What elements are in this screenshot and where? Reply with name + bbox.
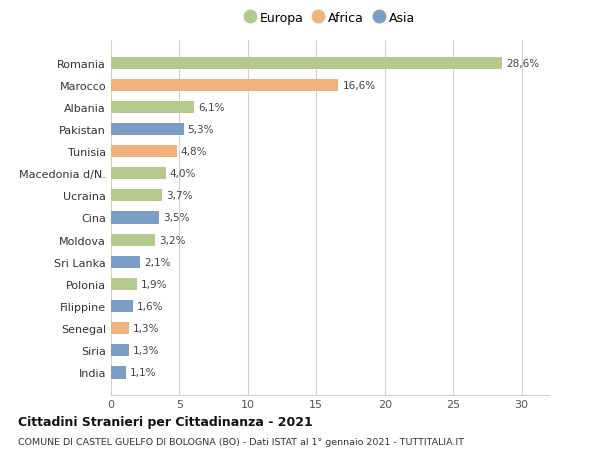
Bar xyxy=(111,168,166,180)
Text: 4,0%: 4,0% xyxy=(170,169,196,179)
Text: COMUNE DI CASTEL GUELFO DI BOLOGNA (BO) - Dati ISTAT al 1° gennaio 2021 - TUTTIT: COMUNE DI CASTEL GUELFO DI BOLOGNA (BO) … xyxy=(18,437,464,446)
Bar xyxy=(111,278,137,291)
Text: 1,6%: 1,6% xyxy=(137,302,164,311)
Bar xyxy=(111,234,155,246)
Text: 16,6%: 16,6% xyxy=(343,80,376,90)
Text: 1,1%: 1,1% xyxy=(130,368,157,378)
Text: 3,5%: 3,5% xyxy=(163,213,190,223)
Text: 3,7%: 3,7% xyxy=(166,191,192,201)
Bar xyxy=(111,190,161,202)
Bar xyxy=(111,344,129,357)
Text: 3,2%: 3,2% xyxy=(159,235,185,245)
Text: 6,1%: 6,1% xyxy=(199,103,225,112)
Bar xyxy=(111,322,129,335)
Text: 1,9%: 1,9% xyxy=(141,279,167,289)
Bar xyxy=(111,146,176,158)
Text: 4,8%: 4,8% xyxy=(181,147,208,157)
Bar xyxy=(111,101,194,114)
Bar xyxy=(111,79,338,92)
Text: 1,3%: 1,3% xyxy=(133,346,160,356)
Text: Cittadini Stranieri per Cittadinanza - 2021: Cittadini Stranieri per Cittadinanza - 2… xyxy=(18,415,313,428)
Bar xyxy=(111,256,140,268)
Text: 1,3%: 1,3% xyxy=(133,324,160,333)
Bar xyxy=(111,57,502,69)
Bar xyxy=(111,300,133,313)
Bar xyxy=(111,212,159,224)
Legend: Europa, Africa, Asia: Europa, Africa, Asia xyxy=(239,7,421,30)
Bar xyxy=(111,367,126,379)
Text: 28,6%: 28,6% xyxy=(506,58,539,68)
Text: 2,1%: 2,1% xyxy=(144,257,170,267)
Text: 5,3%: 5,3% xyxy=(188,125,214,134)
Bar xyxy=(111,123,184,136)
